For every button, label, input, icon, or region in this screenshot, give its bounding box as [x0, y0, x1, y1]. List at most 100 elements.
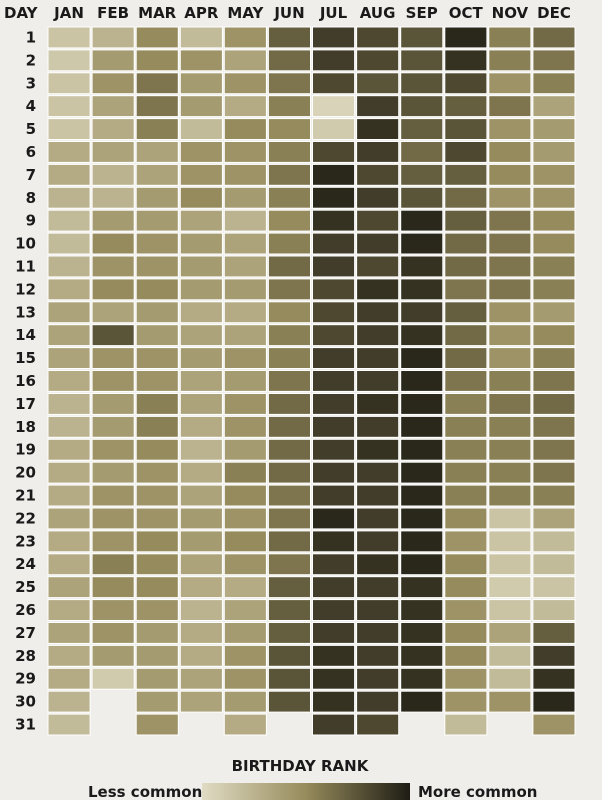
cell-may-29	[223, 667, 267, 690]
cell-may-10	[223, 232, 267, 255]
day-label-31: 31	[15, 716, 36, 734]
legend-title: BIRTHDAY RANK	[232, 757, 370, 775]
cell-mar-4	[135, 95, 179, 118]
cell-sep-19	[400, 438, 444, 461]
cell-apr-4	[179, 95, 223, 118]
cell-sep-28	[400, 644, 444, 667]
month-header-feb: FEB	[97, 4, 129, 22]
cell-apr-13	[179, 301, 223, 324]
cell-jul-12	[312, 278, 356, 301]
cell-aug-2	[356, 49, 400, 72]
cell-jan-30	[47, 690, 91, 713]
day-label-10: 10	[15, 235, 36, 253]
cell-oct-18	[444, 415, 488, 438]
cell-oct-23	[444, 530, 488, 553]
cell-may-17	[223, 393, 267, 415]
cell-jan-16	[47, 370, 91, 392]
cell-jul-7	[312, 163, 356, 186]
day-label-11: 11	[15, 258, 36, 276]
cell-dec-13	[532, 301, 576, 324]
cell-nov-19	[488, 438, 532, 461]
cell-dec-23	[532, 530, 576, 553]
day-label-5: 5	[26, 120, 36, 138]
cell-nov-23	[488, 530, 532, 553]
day-column-header: DAY	[4, 4, 39, 22]
cell-may-31	[223, 713, 267, 736]
cell-jan-20	[47, 461, 91, 484]
cell-oct-20	[444, 461, 488, 484]
cell-dec-30	[532, 690, 576, 713]
cell-oct-29	[444, 667, 488, 690]
cell-jun-2	[267, 49, 311, 72]
cell-jun-6	[267, 141, 311, 163]
cell-nov-12	[488, 278, 532, 301]
cell-oct-28	[444, 644, 488, 667]
cell-may-15	[223, 347, 267, 370]
cell-oct-7	[444, 163, 488, 186]
cell-apr-9	[179, 209, 223, 232]
cell-may-20	[223, 461, 267, 484]
cell-feb-9	[91, 209, 135, 232]
cell-mar-9	[135, 209, 179, 232]
cell-aug-29	[356, 667, 400, 690]
cell-feb-12	[91, 278, 135, 301]
cell-may-19	[223, 438, 267, 461]
cell-jul-31	[312, 713, 356, 736]
cell-feb-22	[91, 507, 135, 530]
cell-apr-8	[179, 186, 223, 209]
cell-mar-2	[135, 49, 179, 72]
cell-jun-19	[267, 438, 311, 461]
cell-may-5	[223, 118, 267, 140]
day-labels: 1234567891011121314151617181920212223242…	[15, 29, 36, 734]
cell-may-30	[223, 690, 267, 713]
cell-mar-1	[135, 26, 179, 49]
cell-feb-18	[91, 415, 135, 438]
cell-jul-10	[312, 232, 356, 255]
cell-mar-21	[135, 484, 179, 507]
cell-aug-4	[356, 95, 400, 118]
cell-jul-9	[312, 209, 356, 232]
cell-jun-27	[267, 622, 311, 644]
cell-may-2	[223, 49, 267, 72]
cell-jun-16	[267, 370, 311, 392]
cell-jan-15	[47, 347, 91, 370]
cell-nov-5	[488, 118, 532, 140]
cell-jun-15	[267, 347, 311, 370]
cell-dec-2	[532, 49, 576, 72]
cell-jun-20	[267, 461, 311, 484]
cell-nov-15	[488, 347, 532, 370]
day-label-12: 12	[15, 280, 36, 298]
cell-feb-5	[91, 118, 135, 140]
cell-dec-1	[532, 26, 576, 49]
cell-dec-9	[532, 209, 576, 232]
cell-apr-19	[179, 438, 223, 461]
day-label-3: 3	[26, 74, 36, 92]
cell-nov-29	[488, 667, 532, 690]
cell-mar-8	[135, 186, 179, 209]
cell-mar-3	[135, 72, 179, 95]
cell-feb-2	[91, 49, 135, 72]
day-label-4: 4	[26, 97, 36, 115]
cell-feb-27	[91, 622, 135, 644]
cell-feb-26	[91, 599, 135, 621]
cell-apr-22	[179, 507, 223, 530]
cell-jun-11	[267, 255, 311, 278]
cell-apr-15	[179, 347, 223, 370]
cell-nov-1	[488, 26, 532, 49]
cell-feb-7	[91, 163, 135, 186]
cell-jun-29	[267, 667, 311, 690]
cell-oct-8	[444, 186, 488, 209]
cell-sep-21	[400, 484, 444, 507]
cell-oct-17	[444, 393, 488, 415]
cell-aug-31	[356, 713, 400, 736]
cell-mar-13	[135, 301, 179, 324]
cell-aug-20	[356, 461, 400, 484]
cell-nov-24	[488, 553, 532, 576]
cell-jun-5	[267, 118, 311, 140]
day-label-18: 18	[15, 418, 36, 436]
cell-oct-12	[444, 278, 488, 301]
cell-jul-19	[312, 438, 356, 461]
day-label-15: 15	[15, 349, 36, 367]
cell-oct-31	[444, 713, 488, 736]
